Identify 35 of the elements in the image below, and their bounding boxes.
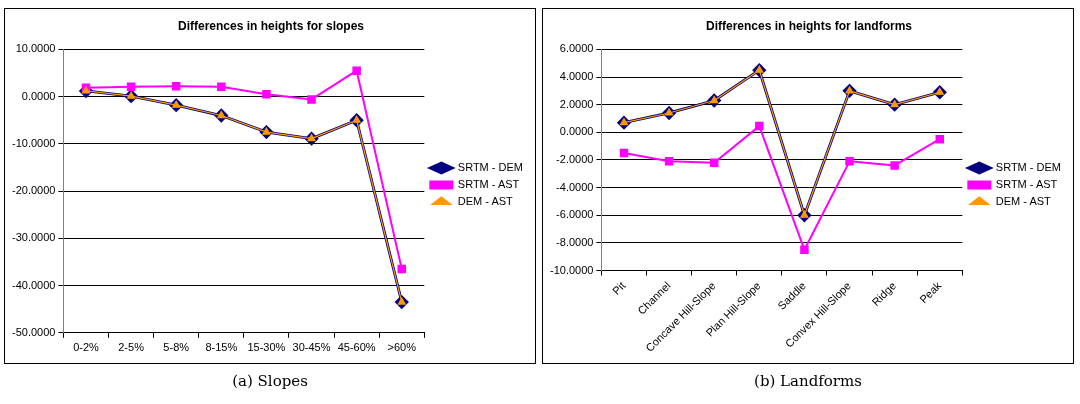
x-tick-label: 0-2%: [73, 341, 100, 354]
y-tick-label: -2.0000: [556, 152, 594, 165]
y-tick-label: 10.0000: [15, 42, 56, 55]
x-tick-label: 45-60%: [337, 341, 376, 354]
x-tick-label: 2-5%: [118, 341, 145, 354]
y-tick-label: 0.0000: [21, 89, 56, 102]
legend-label: SRTM - AST: [995, 178, 1058, 191]
y-tick-label: -4.0000: [556, 180, 594, 193]
legend-label: SRTM - DEM: [995, 161, 1061, 174]
y-tick-label: 0.0000: [559, 125, 594, 138]
y-tick-label: 2.0000: [559, 97, 594, 110]
chart-title: Differences in heights for slopes: [177, 18, 365, 33]
legend-label: DEM - AST: [995, 195, 1052, 208]
y-tick-label: -50.0000: [11, 325, 56, 338]
y-tick-label: -6.0000: [556, 208, 594, 221]
x-tick-label: 5-8%: [163, 341, 190, 354]
y-tick-label: -8.0000: [556, 235, 594, 248]
y-tick-label: -30.0000: [11, 231, 56, 244]
x-tick-label: Pit: [609, 279, 628, 297]
y-tick-label: 6.0000: [559, 42, 594, 55]
y-tick-label: -10.0000: [11, 136, 56, 149]
y-tick-label: -20.0000: [11, 184, 56, 197]
x-tick-label: 30-45%: [292, 341, 331, 354]
legend-label: SRTM - AST: [457, 178, 520, 191]
x-tick-label: 15-30%: [247, 341, 286, 354]
y-tick-label: -10.0000: [549, 263, 594, 276]
text: (a) Slopes: [231, 372, 309, 390]
x-tick-label: 8-15%: [205, 341, 238, 354]
chart-title: Differences in heights for landforms: [705, 18, 913, 33]
legend-label: DEM - AST: [457, 195, 514, 208]
x-tick-label: >60%: [387, 341, 417, 354]
text: (b) Landforms: [753, 372, 863, 390]
legend-label: SRTM - DEM: [457, 161, 523, 174]
y-tick-label: 4.0000: [559, 70, 594, 83]
y-tick-label: -40.0000: [11, 278, 56, 291]
